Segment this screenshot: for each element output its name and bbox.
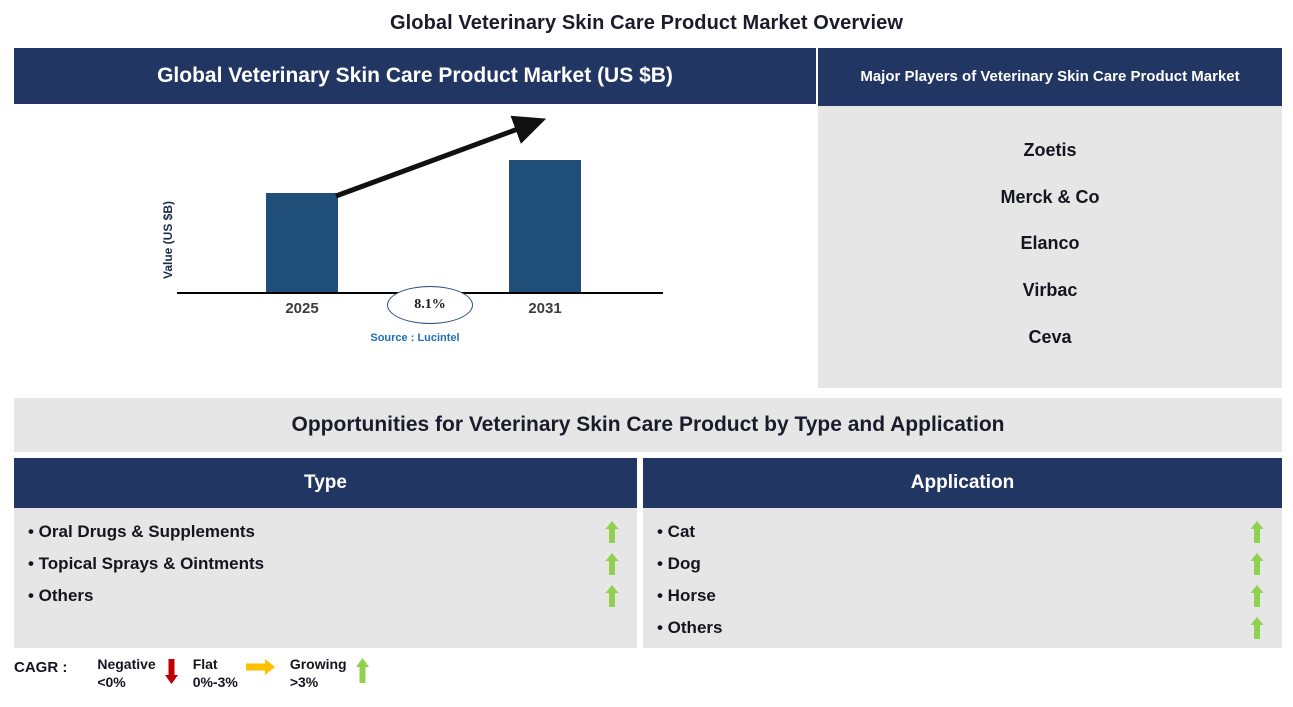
cagr-legend-title: CAGR : (14, 659, 68, 676)
legend-negative-text: Negative <0% (97, 656, 155, 691)
page-title: Global Veterinary Skin Care Product Mark… (389, 12, 904, 34)
type-table-body: • Oral Drugs & Supplements • Topical Spr… (14, 508, 637, 648)
list-item: • Others (643, 612, 1282, 644)
arrow-up-green-icon (1250, 585, 1264, 607)
legend-flat-range: 0%-3% (192, 673, 238, 690)
arrow-up-green-icon (605, 553, 619, 575)
application-table-header: Application (643, 458, 1282, 508)
major-players-header: Major Players of Veterinary Skin Care Pr… (818, 48, 1282, 106)
legend-entry-negative: Negative <0% (97, 656, 186, 691)
type-item-label: • Oral Drugs & Supplements (28, 522, 255, 541)
list-item: • Others (14, 580, 637, 612)
type-item-label: • Topical Sprays & Ointments (28, 554, 265, 573)
legend-entry-flat: Flat 0%-3% (193, 656, 284, 691)
player-item: Elanco (1020, 233, 1080, 254)
player-item: Zoetis (1023, 139, 1077, 160)
type-item-label: • Others (28, 586, 94, 605)
application-panel: Application • Cat • Dog • Horse (643, 458, 1282, 648)
type-panel: Type • Oral Drugs & Supplements • Topica… (14, 458, 637, 648)
application-item-label: • Cat (657, 522, 696, 541)
bar-2025 (266, 193, 338, 292)
growth-arrow-icon (335, 115, 547, 199)
list-item: • Topical Sprays & Ointments (14, 548, 637, 580)
arrow-up-green-icon (605, 521, 619, 543)
legend-negative-name: Negative (97, 656, 156, 672)
player-item: Virbac (1022, 280, 1078, 301)
legend-flat-text: Flat 0%-3% (193, 656, 238, 691)
player-item: Ceva (1028, 327, 1072, 348)
type-table-header: Type (14, 458, 637, 508)
arrow-right-orange-icon (245, 659, 275, 675)
legend-growing-range: >3% (289, 673, 319, 690)
arrow-up-green-icon (1250, 521, 1264, 543)
opportunities-banner: Opportunities for Veterinary Skin Care P… (14, 398, 1282, 452)
legend-growing-text: Growing >3% (290, 656, 347, 691)
chart-source-label: Source : Lucintel (370, 332, 460, 344)
major-players-list: Zoetis Merck & Co Elanco Virbac Ceva (818, 106, 1282, 388)
application-item-label: • Horse (657, 586, 716, 605)
arrow-up-green-icon (355, 658, 369, 683)
application-table-body: • Cat • Dog • Horse • Others (643, 508, 1282, 648)
list-item: • Cat (643, 516, 1282, 548)
y-axis-label: Value (US $B) (161, 200, 175, 280)
arrow-up-green-icon (1250, 553, 1264, 575)
cagr-badge: 8.1% (387, 286, 473, 324)
major-players-panel: Major Players of Veterinary Skin Care Pr… (818, 48, 1282, 388)
x-tick-label-2025: 2025 (285, 300, 319, 317)
legend-growing-name: Growing (289, 656, 347, 672)
bar-chart: Value (US $B) 2025 2031 8.1% Source : Lu… (14, 104, 816, 388)
player-item: Merck & Co (1000, 186, 1100, 207)
list-item: • Oral Drugs & Supplements (14, 516, 637, 548)
market-chart-header: Global Veterinary Skin Care Product Mark… (14, 48, 816, 104)
legend-negative-range: <0% (97, 673, 126, 690)
cagr-legend: CAGR : Negative <0% Flat 0%-3% Growing >… (14, 656, 614, 702)
market-chart-panel: Global Veterinary Skin Care Product Mark… (14, 48, 816, 388)
bar-2031 (509, 160, 581, 292)
application-item-label: • Others (657, 618, 723, 637)
legend-flat-name: Flat (192, 656, 218, 672)
list-item: • Horse (643, 580, 1282, 612)
x-tick-label-2031: 2031 (528, 300, 562, 317)
arrow-up-green-icon (605, 585, 619, 607)
legend-entry-growing: Growing >3% (290, 656, 378, 691)
application-item-label: • Dog (657, 554, 701, 573)
arrow-down-red-icon (164, 659, 178, 684)
list-item: • Dog (643, 548, 1282, 580)
market-chart-body: Value (US $B) 2025 2031 8.1% Source : Lu… (14, 104, 816, 388)
arrow-up-green-icon (1250, 617, 1264, 639)
